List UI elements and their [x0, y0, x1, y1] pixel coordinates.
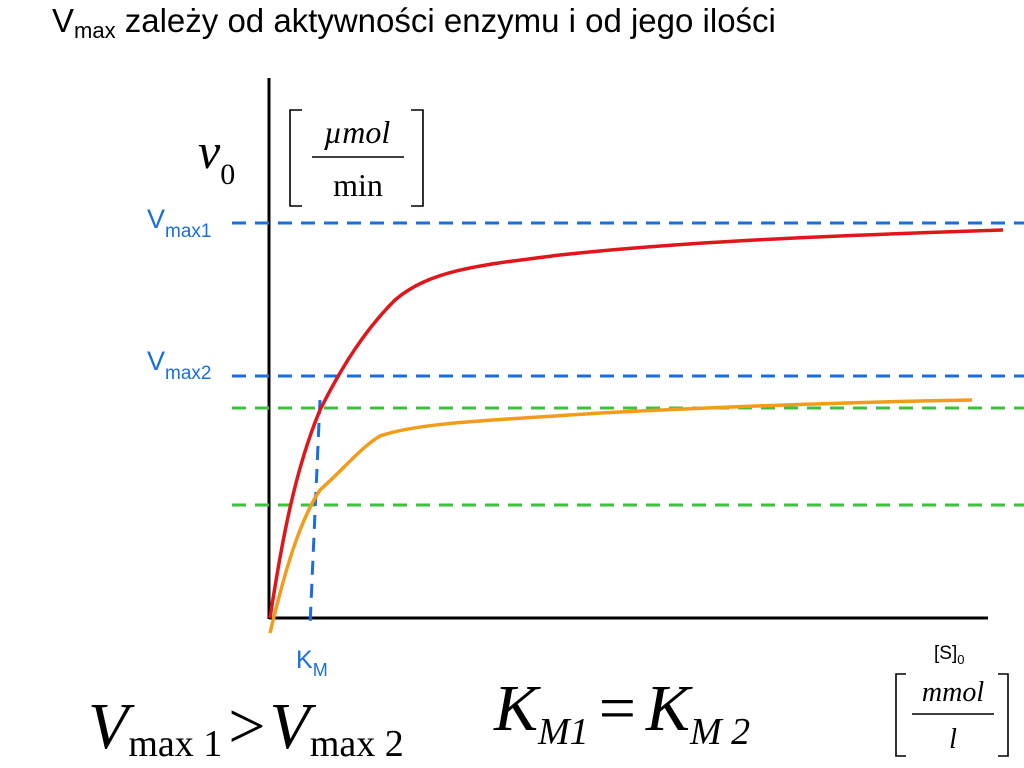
x-unit-right-bracket	[998, 673, 1009, 757]
x-unit-left-bracket	[895, 673, 906, 757]
x-unit-numerator: mmol	[922, 677, 984, 708]
y-unit-left-bracket	[289, 109, 302, 207]
x-axis-unit: mmol l	[895, 673, 1009, 757]
y-axis-symbol: v0	[198, 123, 235, 191]
equation-vmax: Vmax 1>Vmax 2	[88, 690, 404, 765]
curve-vmax2	[268, 398, 973, 634]
y-unit-denominator: min	[333, 167, 383, 203]
x-unit-denominator: l	[949, 724, 957, 755]
equation-km: KM1 = KM 2	[493, 672, 750, 753]
km-label: KM	[296, 646, 328, 680]
y-axis-unit: µmol min	[289, 109, 424, 207]
vmax2-label: Vmax2	[147, 346, 211, 384]
km-line	[308, 399, 322, 627]
y-unit-right-bracket	[411, 109, 424, 207]
vmax1-label: Vmax1	[147, 204, 211, 242]
slide-title: Vmax zależy od aktywności enzymu i od je…	[52, 2, 776, 43]
x-axis-symbol: [S]0	[934, 643, 964, 667]
y-unit-numerator: µmol	[324, 114, 391, 150]
curve-vmax1	[268, 228, 1004, 619]
